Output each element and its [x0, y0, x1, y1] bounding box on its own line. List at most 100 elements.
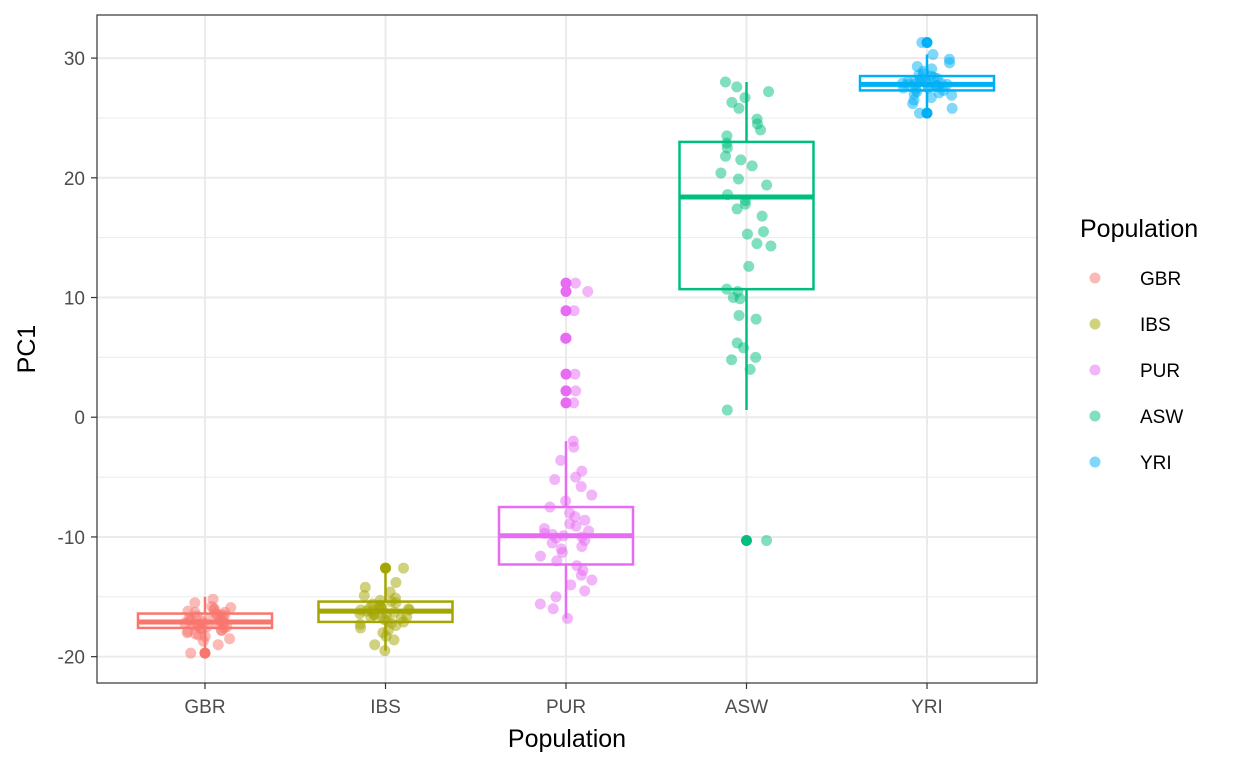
outlier-point	[380, 562, 391, 574]
data-point	[569, 277, 581, 289]
data-point	[570, 520, 582, 532]
data-point	[189, 597, 201, 609]
data-point	[534, 598, 546, 610]
data-point	[743, 260, 755, 272]
data-point	[549, 473, 561, 485]
y-tick-label: 20	[64, 169, 85, 190]
data-point	[388, 634, 400, 646]
data-point	[546, 537, 558, 549]
panel-border	[96, 14, 1038, 684]
data-point	[946, 89, 958, 101]
data-point	[212, 639, 224, 651]
x-tick-label: YRI	[911, 697, 943, 718]
data-point	[359, 581, 371, 593]
data-point	[732, 286, 744, 298]
data-point	[911, 60, 923, 72]
data-point	[398, 562, 410, 574]
legend-key	[1089, 364, 1101, 376]
y-tick-label: -20	[58, 648, 85, 669]
data-point	[565, 579, 577, 591]
data-point	[756, 210, 768, 222]
data-point	[586, 489, 598, 501]
data-point	[561, 612, 573, 624]
data-point	[197, 635, 209, 647]
legend-label: PUR	[1140, 361, 1180, 382]
data-point	[547, 603, 559, 615]
outlier-point	[921, 107, 933, 119]
data-point	[763, 86, 775, 98]
legend-label: GBR	[1140, 269, 1181, 290]
data-point	[733, 309, 745, 321]
data-point	[354, 618, 366, 630]
data-point	[726, 354, 738, 366]
x-tick-label: PUR	[546, 697, 586, 718]
data-point	[926, 63, 938, 75]
data-point	[390, 576, 402, 588]
legend-key	[1089, 318, 1101, 330]
data-point	[401, 611, 413, 623]
y-tick-label: -10	[58, 528, 85, 549]
legend-key	[1089, 456, 1101, 468]
data-point	[369, 639, 381, 651]
data-point	[358, 590, 370, 602]
data-point	[181, 627, 193, 639]
outlier-point	[741, 535, 752, 547]
data-point	[721, 404, 733, 416]
x-tick-label: GBR	[184, 697, 225, 718]
outlier-point	[921, 37, 933, 49]
outlier-point	[560, 385, 572, 397]
outlier-point	[560, 368, 572, 380]
x-tick-label: IBS	[370, 697, 401, 718]
data-point	[741, 228, 753, 240]
data-point	[365, 611, 377, 623]
data-point	[586, 574, 598, 586]
data-point	[761, 179, 773, 191]
data-point	[757, 226, 769, 238]
data-point	[715, 167, 727, 179]
legend-key	[1089, 410, 1101, 422]
outlier-point	[560, 286, 572, 298]
x-tick-label: ASW	[725, 697, 768, 718]
outlier-point	[560, 332, 572, 344]
data-point	[751, 113, 763, 125]
data-point	[575, 481, 587, 493]
data-point	[216, 624, 228, 636]
data-point	[731, 337, 743, 349]
data-point	[185, 647, 197, 659]
data-point	[569, 368, 581, 380]
y-tick-label: 30	[64, 49, 85, 70]
data-point	[575, 569, 587, 581]
data-point	[582, 286, 594, 298]
data-point	[750, 351, 762, 363]
data-point	[576, 541, 588, 553]
legend-title: Population	[1080, 215, 1198, 243]
data-point	[568, 305, 580, 317]
x-axis-title: Population	[508, 725, 626, 753]
data-point	[761, 535, 773, 547]
outlier-point	[560, 305, 572, 317]
data-point	[579, 585, 591, 597]
y-axis-title: PC1	[13, 325, 41, 374]
data-point	[570, 471, 582, 483]
data-point	[568, 441, 580, 453]
y-tick-label: 10	[64, 289, 85, 310]
data-point	[556, 547, 568, 559]
data-point	[719, 76, 731, 88]
data-point	[946, 102, 958, 114]
box	[678, 140, 815, 291]
data-point	[721, 130, 733, 142]
data-point	[927, 49, 939, 61]
data-point	[731, 81, 743, 93]
y-tick-label: 0	[74, 408, 85, 429]
boxplots	[136, 37, 996, 659]
data-point	[731, 203, 743, 215]
legend-label: YRI	[1140, 453, 1172, 474]
data-point	[534, 550, 546, 562]
data-point	[550, 591, 562, 603]
data-point	[765, 240, 777, 252]
legend-label: IBS	[1140, 315, 1171, 336]
data-point	[579, 514, 591, 526]
outlier-point	[199, 647, 211, 659]
legend-key	[1089, 272, 1101, 284]
